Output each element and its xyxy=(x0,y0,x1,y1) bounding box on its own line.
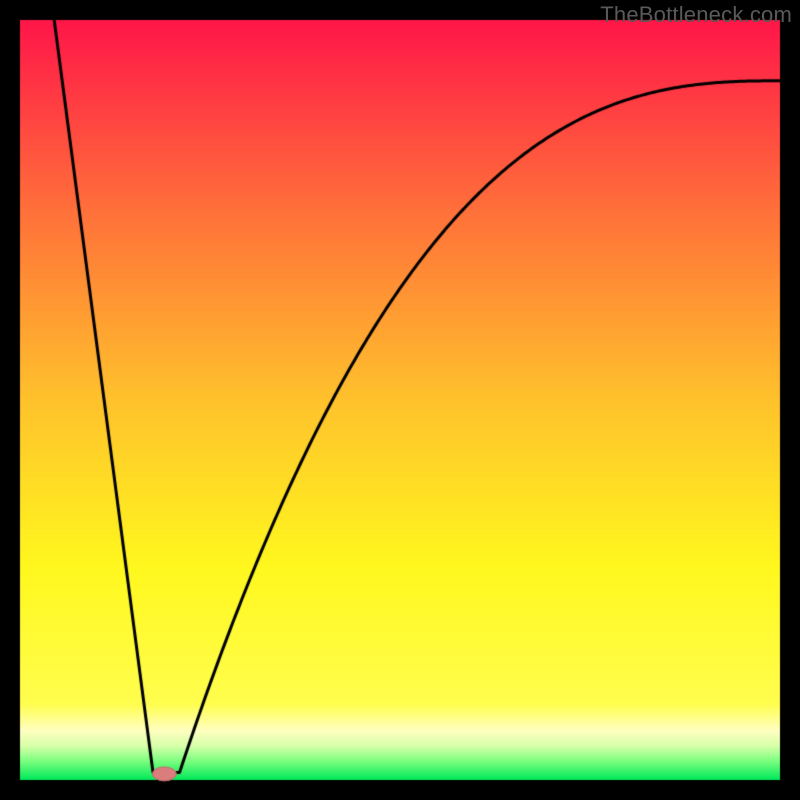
bottleneck-chart: TheBottleneck.com xyxy=(0,0,800,800)
chart-canvas xyxy=(0,0,800,800)
